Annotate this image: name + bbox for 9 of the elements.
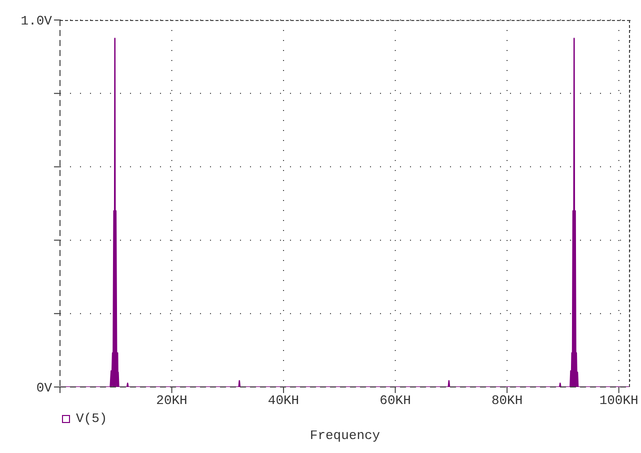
x-tick-label: 60KH xyxy=(380,393,411,408)
x-tick-label: 100KH xyxy=(599,393,638,408)
y-tick-label: 0V xyxy=(36,380,52,396)
legend-label: V(5) xyxy=(76,411,108,426)
x-axis-title: Frequency xyxy=(308,428,382,443)
x-tick-label: 80KH xyxy=(491,393,523,408)
x-tick-label: 20KH xyxy=(156,393,188,408)
x-tick-label: 40KH xyxy=(268,393,300,408)
y-tick-label: 1.0V xyxy=(20,14,52,29)
